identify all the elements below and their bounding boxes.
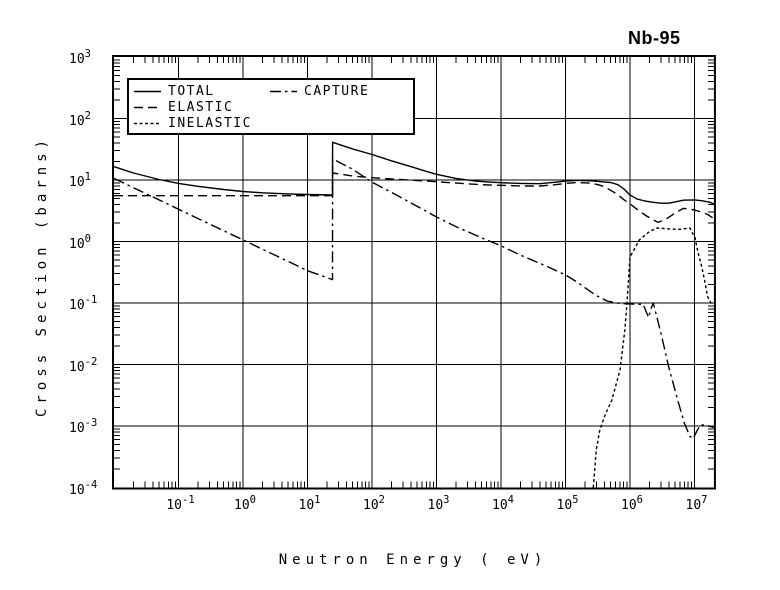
x-tick-label: 105 bbox=[556, 494, 579, 513]
x-tick-label: 103 bbox=[427, 494, 450, 513]
y-tick-label: 10-4 bbox=[69, 478, 98, 498]
series-capture-line bbox=[114, 158, 714, 440]
x-tick-label: 104 bbox=[492, 494, 514, 513]
y-tick-label: 103 bbox=[69, 48, 91, 67]
legend: TOTAL ELASTIC INELASTIC CAPTURE bbox=[127, 78, 415, 135]
legend-label-inelastic: INELASTIC bbox=[168, 115, 252, 131]
legend-entry-elastic: ELASTIC bbox=[134, 99, 234, 115]
x-tick-label: 107 bbox=[685, 494, 708, 513]
legend-sample-inelastic-line bbox=[134, 122, 161, 124]
legend-label-capture: CAPTURE bbox=[304, 83, 370, 99]
y-tick-label: 10-1 bbox=[69, 294, 98, 313]
y-tick-label: 100 bbox=[69, 232, 91, 252]
x-axis-label: Neutron Energy ( eV) bbox=[278, 552, 548, 568]
legend-label-total: TOTAL bbox=[168, 83, 215, 99]
y-tick-label: 102 bbox=[69, 109, 91, 129]
series-inelastic-line bbox=[592, 227, 713, 488]
legend-entry-inelastic: INELASTIC bbox=[134, 115, 252, 131]
legend-sample-elastic-line bbox=[134, 106, 161, 108]
x-tick-label: 102 bbox=[363, 494, 385, 513]
x-tick-label: 106 bbox=[621, 494, 643, 513]
grid-lines bbox=[114, 57, 714, 488]
y-axis-label: Cross Section (barns) bbox=[34, 135, 50, 418]
legend-entry-capture: CAPTURE bbox=[270, 83, 370, 99]
x-tick-label: 101 bbox=[298, 494, 321, 513]
legend-entry-total: TOTAL bbox=[134, 83, 215, 99]
minor-ticks bbox=[114, 57, 714, 488]
legend-label-elastic: ELASTIC bbox=[168, 99, 234, 115]
y-tick-label: 10-3 bbox=[69, 417, 98, 436]
legend-sample-capture-line bbox=[270, 90, 297, 92]
y-tick-label: 101 bbox=[69, 171, 91, 190]
legend-sample-total-line bbox=[134, 90, 161, 92]
series-elastic-line bbox=[114, 172, 714, 223]
x-tick-label: 100 bbox=[234, 494, 256, 513]
series-total-line bbox=[114, 141, 714, 205]
plot-border bbox=[112, 55, 716, 490]
y-tick-label: 10-2 bbox=[69, 355, 98, 375]
x-tick-label: 10-1 bbox=[166, 494, 195, 513]
chart-title: Nb-95 bbox=[628, 28, 681, 48]
